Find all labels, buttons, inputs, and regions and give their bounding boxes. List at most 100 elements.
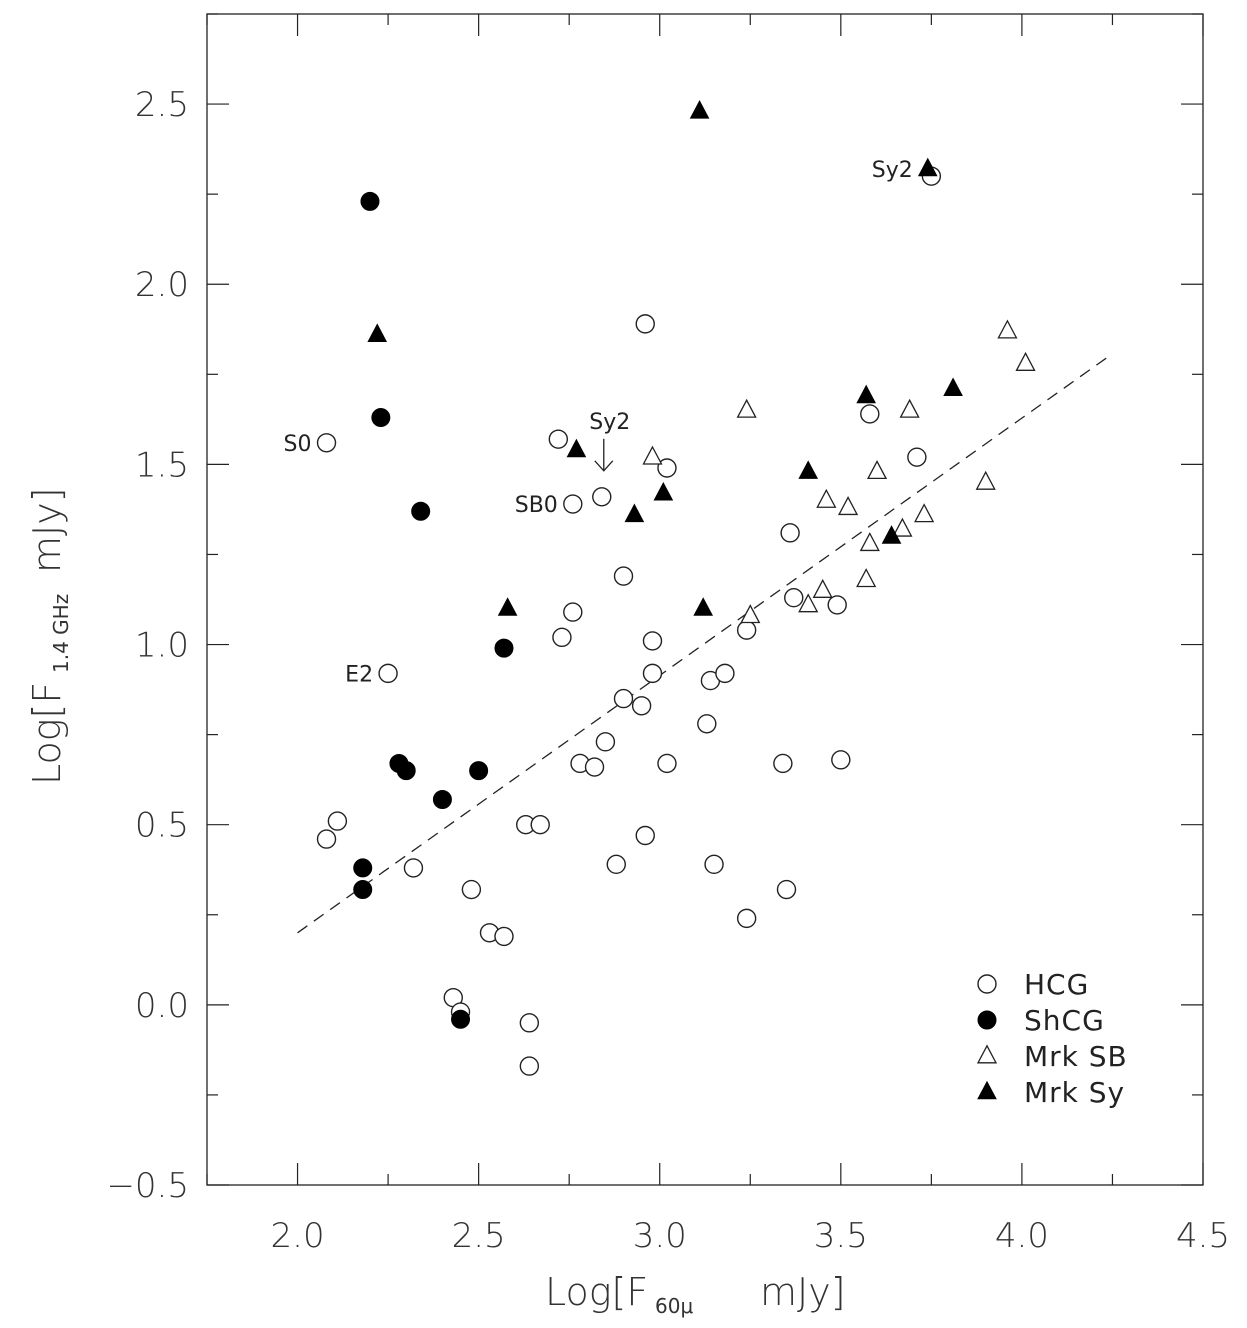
hcg-point	[827, 595, 847, 615]
hcg-point	[403, 858, 424, 878]
hcg-point	[831, 750, 851, 770]
y-tick-label: 0.5	[135, 806, 189, 846]
legend-label: Mrk Sy	[1024, 1076, 1125, 1109]
shcg-point	[353, 880, 373, 900]
mrk-sb-point	[899, 398, 920, 418]
x-tick-label: 3.0	[633, 1216, 687, 1256]
shcg-point	[371, 408, 391, 428]
hcg-point	[776, 879, 797, 900]
hcg-point	[378, 663, 398, 684]
mrk-sy-point	[566, 438, 587, 458]
y-tick-label: −0.5	[106, 1166, 189, 1206]
hcg-point	[606, 854, 626, 875]
x-axis-title-main: Log[F	[545, 1270, 648, 1314]
shcg-point	[353, 858, 373, 878]
mrk-sb-point	[997, 319, 1018, 339]
legend-marker	[976, 1044, 998, 1064]
hcg-point	[563, 494, 583, 514]
fit-line	[297, 355, 1110, 934]
y-tick-label: 1.5	[135, 445, 189, 485]
y-axis-title: Log[F 1.4 GHz mJy]	[25, 487, 73, 785]
hcg-point	[631, 696, 652, 716]
hcg-point	[642, 663, 663, 684]
hcg-point	[494, 926, 514, 947]
legend-marker	[977, 1080, 997, 1100]
shcg-point	[451, 1009, 471, 1029]
data-points	[316, 100, 1036, 1076]
hcg-point	[784, 587, 804, 608]
y-axis-title-main: Log[F	[25, 682, 69, 785]
hcg-point	[584, 757, 605, 777]
mrk-sb-point	[859, 532, 880, 552]
legend-marker	[977, 974, 997, 994]
hcg-point	[519, 1013, 540, 1033]
mrk-sy-point	[653, 481, 674, 501]
point-annotation: E2	[345, 662, 373, 687]
hcg-point	[613, 566, 634, 586]
legend-label: HCG	[1024, 968, 1089, 1001]
x-tick-label: 2.5	[452, 1216, 506, 1256]
mrk-sb-point	[816, 488, 837, 508]
hcg-point	[736, 620, 757, 640]
point-annotation: Sy2	[589, 410, 630, 435]
y-tick-label: 2.5	[135, 85, 189, 125]
mrk-sb-point	[975, 470, 996, 490]
point-annotation: S0	[284, 432, 312, 457]
regression-line	[297, 355, 1110, 934]
hcg-point	[592, 487, 612, 507]
hcg-point	[736, 908, 757, 929]
shcg-point	[396, 761, 416, 781]
hcg-point	[530, 814, 550, 835]
shcg-point	[360, 191, 380, 211]
hcg-point	[635, 825, 655, 846]
axis-ticks	[206, 13, 1204, 1186]
point-annotation: Sy2	[872, 158, 913, 183]
shcg-point	[432, 789, 452, 809]
mrk-sy-point	[798, 460, 819, 479]
mrk-sb-point	[736, 398, 757, 418]
hcg-point	[519, 1056, 540, 1076]
hcg-point	[697, 714, 717, 734]
mrk-sy-point	[917, 157, 938, 177]
x-axis-title: Log[F 60μ mJy]	[545, 1270, 846, 1318]
mrk-sb-point	[1015, 351, 1036, 371]
x-axis-title-sub: 60μ	[655, 1294, 693, 1318]
hcg-point	[316, 433, 337, 453]
mrk-sb-point	[837, 496, 859, 516]
hcg-point	[552, 627, 572, 648]
hcg-point	[704, 854, 724, 875]
mrk-sy-point	[689, 100, 710, 119]
mrk-sb-point	[642, 445, 663, 465]
point-annotation: SB0	[515, 493, 558, 518]
mrk-sy-point	[881, 525, 902, 544]
x-tick-label: 2.0	[271, 1216, 325, 1256]
annotation-arrowhead	[594, 460, 614, 472]
y-tick-label: 0.0	[135, 986, 189, 1026]
legend-marker	[977, 1010, 997, 1030]
shcg-point	[494, 638, 514, 658]
hcg-point	[657, 458, 677, 478]
y-tick-label: 2.0	[135, 265, 189, 305]
hcg-point	[595, 732, 616, 752]
mrk-sb-point	[892, 517, 913, 537]
mrk-sb-point	[740, 604, 761, 624]
mrk-sb-point	[914, 503, 935, 523]
mrk-sy-point	[943, 377, 963, 397]
mrk-sy-point	[693, 597, 714, 616]
hcg-point	[327, 811, 348, 831]
y-axis-title-unit: mJy]	[25, 487, 69, 573]
mrk-sy-point	[367, 323, 388, 342]
hcg-point	[657, 753, 677, 774]
annotations: S0 E2 SB0 Sy2 Sy2	[284, 158, 913, 687]
hcg-point	[642, 631, 663, 651]
y-tick-label: 1.0	[135, 626, 189, 666]
legend-label: Mrk SB	[1024, 1040, 1128, 1073]
hcg-point	[461, 879, 482, 900]
hcg-point	[773, 753, 793, 774]
mrk-sb-point	[812, 578, 833, 598]
mrk-sb-point	[856, 568, 877, 588]
mrk-sy-point	[856, 384, 877, 404]
hcg-point	[860, 404, 880, 424]
hcg-point	[635, 314, 655, 334]
